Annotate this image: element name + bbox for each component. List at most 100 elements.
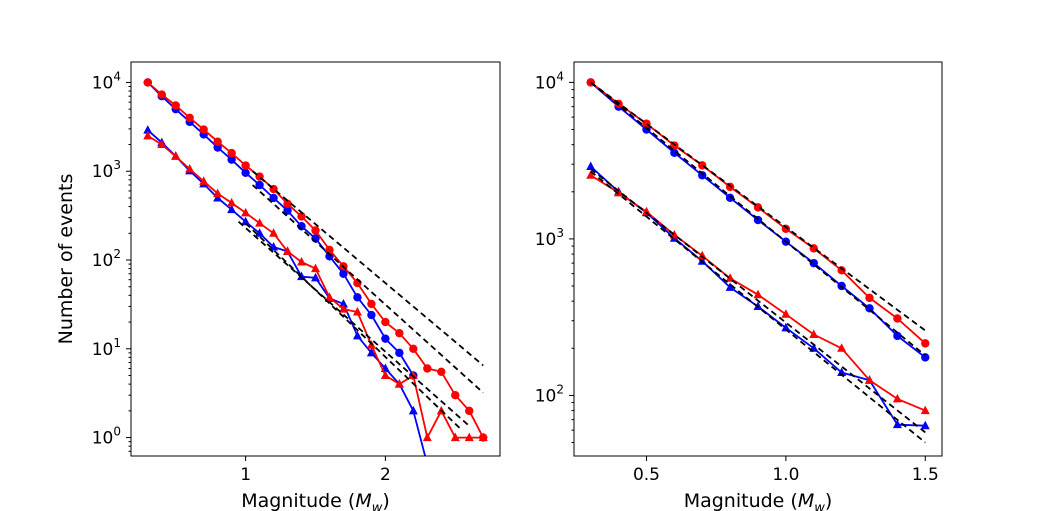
point-red-circles <box>199 125 208 134</box>
point-red-circles <box>227 148 236 158</box>
plot-area <box>586 78 930 444</box>
y-tick-label: 104 <box>92 69 121 93</box>
x-tick-label: 0.5 <box>633 465 660 485</box>
point-red-circles <box>893 314 902 323</box>
y-tick-label: 102 <box>92 247 121 271</box>
y-axis-label: Number of events <box>55 174 77 345</box>
y-tick-label: 103 <box>92 158 121 182</box>
x-axis-label-text: Magnitude ( <box>684 490 798 511</box>
point-blue-triangles <box>338 298 348 308</box>
point-red-triangles <box>837 343 847 352</box>
y-tick-label: 101 <box>92 336 121 360</box>
point-red-triangles <box>213 188 223 198</box>
point-blue-circles <box>227 155 236 164</box>
x-axis-label-end: ) <box>382 490 389 511</box>
point-red-circles <box>837 266 846 275</box>
point-blue-circles <box>921 353 930 362</box>
x-axis-label-subscript: w <box>372 501 383 511</box>
point-red-triangles <box>697 250 707 260</box>
point-blue-triangles <box>586 161 596 171</box>
x-axis-label-symbol: M <box>355 490 371 511</box>
series-line-fit-2 <box>251 184 484 394</box>
y-tick-label-base: 10 <box>535 386 557 406</box>
point-red-circles <box>423 364 432 373</box>
x-tick-label: 1.0 <box>772 465 799 485</box>
point-blue-triangles <box>408 405 418 415</box>
y-tick-label-exponent: 1 <box>113 336 121 350</box>
y-tick-label-exponent: 3 <box>113 158 121 172</box>
point-red-triangles <box>641 206 651 216</box>
point-blue-circles <box>367 310 376 320</box>
point-red-circles <box>143 78 152 87</box>
point-blue-triangles <box>311 272 320 282</box>
y-tick-label: 100 <box>92 425 121 449</box>
point-red-circles <box>157 90 166 99</box>
point-blue-triangles <box>143 125 153 134</box>
x-axis-label-subscript: w <box>814 501 825 511</box>
point-blue-triangles <box>781 322 791 332</box>
y-tick-label: 103 <box>535 226 564 250</box>
point-red-circles <box>395 328 404 338</box>
point-red-circles <box>185 113 194 122</box>
point-blue-circles <box>698 171 707 180</box>
point-blue-circles <box>213 143 222 152</box>
point-blue-circles <box>893 331 902 341</box>
point-red-triangles <box>450 432 460 442</box>
point-red-triangles <box>227 197 237 207</box>
y-tick-label-exponent: 2 <box>556 382 564 396</box>
point-red-circles <box>311 226 320 235</box>
point-blue-circles <box>241 168 250 178</box>
series-line-fit-3 <box>590 168 926 434</box>
point-blue-circles <box>381 334 390 343</box>
y-tick-label-base: 10 <box>92 429 114 449</box>
series-line-fit-4 <box>590 170 926 444</box>
y-tick-label-base: 10 <box>92 251 114 271</box>
point-red-circles <box>283 199 292 208</box>
point-red-triangles <box>157 139 167 149</box>
point-red-circles <box>381 317 390 327</box>
x-axis-label: Magnitude (Mw) <box>241 490 390 511</box>
x-axis-label-symbol: M <box>798 490 814 511</box>
y-tick-label-exponent: 4 <box>113 69 121 83</box>
point-blue-circles <box>642 125 651 134</box>
point-red-triangles <box>297 256 307 266</box>
y-tick-label: 104 <box>535 69 564 93</box>
point-red-circles <box>409 344 418 353</box>
point-blue-circles <box>353 293 362 302</box>
x-tick-label: 2 <box>380 465 391 485</box>
series-line-fit-3 <box>238 221 470 427</box>
point-red-circles <box>865 293 874 303</box>
point-red-circles <box>451 391 460 400</box>
point-blue-circles <box>283 206 292 215</box>
point-red-triangles <box>725 273 735 282</box>
point-red-triangles <box>464 432 474 442</box>
point-red-triangles <box>199 176 209 185</box>
point-blue-circles <box>339 269 348 278</box>
x-tick-label: 1.5 <box>912 465 939 485</box>
point-blue-triangles <box>753 301 763 310</box>
point-blue-triangles <box>255 228 265 237</box>
point-red-circles <box>213 137 222 146</box>
y-tick-label-base: 10 <box>92 73 114 93</box>
point-red-triangles <box>753 289 763 299</box>
point-red-triangles <box>478 432 488 442</box>
point-blue-triangles <box>213 192 223 202</box>
point-red-circles <box>171 101 180 110</box>
point-red-triangles <box>338 304 348 313</box>
point-red-triangles <box>809 329 819 338</box>
point-red-triangles <box>283 246 293 255</box>
point-red-triangles <box>324 292 334 301</box>
point-red-triangles <box>422 432 432 442</box>
x-axis-label-end: ) <box>825 490 832 511</box>
point-red-triangles <box>394 379 404 388</box>
y-tick-label-base: 10 <box>92 162 114 182</box>
point-red-triangles <box>865 375 875 384</box>
point-red-triangles <box>920 405 930 415</box>
point-blue-triangles <box>920 420 930 430</box>
point-blue-triangles <box>725 282 735 291</box>
point-red-circles <box>325 245 334 255</box>
y-tick-label-exponent: 0 <box>113 425 121 439</box>
point-red-triangles <box>892 393 902 403</box>
